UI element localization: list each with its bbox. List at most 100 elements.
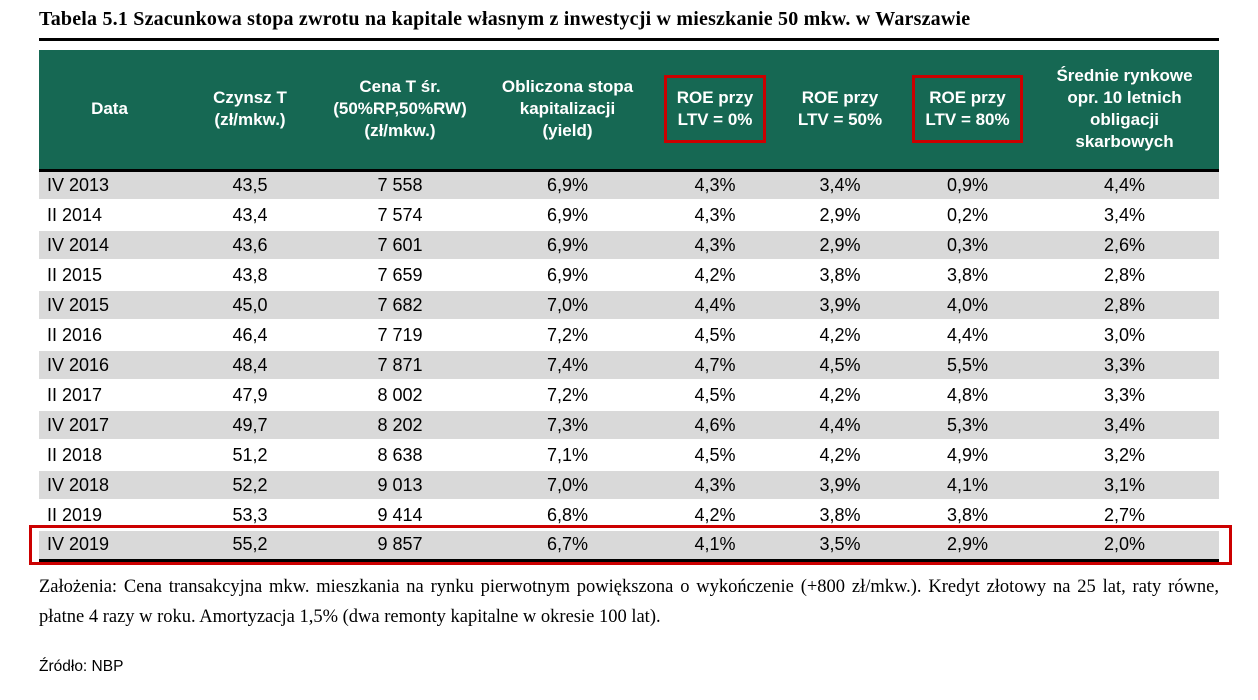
table-body: IV 2013 43,5 7 558 6,9% 4,3% 3,4% 0,9% 4,4% II 2… bbox=[39, 169, 1219, 560]
value-cell: 2,9% bbox=[775, 229, 905, 260]
value-cell: 3,8% bbox=[905, 259, 1030, 290]
value-cell: 4,6% bbox=[655, 409, 775, 440]
value-cell: 3,4% bbox=[1030, 409, 1219, 440]
value-cell: 4,2% bbox=[655, 499, 775, 530]
value-cell: 3,1% bbox=[1030, 469, 1219, 500]
value-cell: 0,9% bbox=[905, 169, 1030, 200]
column-header: ROE przy LTV = 50% bbox=[775, 50, 905, 172]
column-header-label: Data bbox=[91, 99, 128, 119]
column-header: Średnie rynkowe opr. 10 letnich obligacj… bbox=[1030, 50, 1219, 172]
value-cell: 4,2% bbox=[775, 319, 905, 350]
value-cell: 43,6 bbox=[180, 229, 320, 260]
value-cell: 7,2% bbox=[480, 379, 655, 410]
value-cell: 7 719 bbox=[320, 319, 480, 350]
value-cell: 6,9% bbox=[480, 229, 655, 260]
value-cell: 43,5 bbox=[180, 169, 320, 200]
column-header: Data bbox=[39, 50, 180, 172]
column-header: Cena T śr. (50%RP,50%RW) (zł/mkw.) bbox=[320, 50, 480, 172]
value-cell: 7 871 bbox=[320, 349, 480, 380]
value-cell: 2,0% bbox=[1030, 529, 1219, 560]
value-cell: 4,5% bbox=[775, 349, 905, 380]
column-header-label: Średnie rynkowe opr. 10 letnich obligacj… bbox=[1056, 66, 1193, 152]
value-cell: 4,0% bbox=[905, 289, 1030, 320]
column-header: Obliczona stopa kapitalizacji (yield) bbox=[480, 50, 655, 172]
table-container: Data Czynsz T (zł/mkw.) Cena T śr. (50%RP,… bbox=[29, 50, 1232, 565]
date-cell: II 2019 bbox=[39, 499, 180, 530]
value-cell: 7 682 bbox=[320, 289, 480, 320]
date-cell: IV 2018 bbox=[39, 469, 180, 500]
value-cell: 2,9% bbox=[775, 199, 905, 230]
table-row: II 2019 53,3 9 414 6,8% 4,2% 3,8% 3,8% 2,7% bbox=[39, 499, 1219, 530]
value-cell: 4,7% bbox=[655, 349, 775, 380]
table-row-highlighted: IV 2019 55,2 9 857 6,7% 4,1% 3,5% 2,9% 2,0% bbox=[39, 529, 1219, 560]
value-cell: 3,5% bbox=[775, 529, 905, 560]
value-cell: 2,8% bbox=[1030, 289, 1219, 320]
value-cell: 3,4% bbox=[1030, 199, 1219, 230]
value-cell: 4,3% bbox=[655, 229, 775, 260]
date-cell: IV 2017 bbox=[39, 409, 180, 440]
value-cell: 7,0% bbox=[480, 289, 655, 320]
value-cell: 6,9% bbox=[480, 199, 655, 230]
column-header-label: Obliczona stopa kapitalizacji (yield) bbox=[501, 77, 634, 141]
value-cell: 6,9% bbox=[480, 169, 655, 200]
value-cell: 6,9% bbox=[480, 259, 655, 290]
value-cell: 7 601 bbox=[320, 229, 480, 260]
value-cell: 9 857 bbox=[320, 529, 480, 560]
value-cell: 7,4% bbox=[480, 349, 655, 380]
table-row: II 2015 43,8 7 659 6,9% 4,2% 3,8% 3,8% 2,8% bbox=[39, 259, 1219, 290]
table-title: Tabela 5.1 Szacunkowa stopa zwrotu na ka… bbox=[39, 8, 971, 30]
title-rule bbox=[39, 38, 1219, 41]
value-cell: 4,5% bbox=[655, 319, 775, 350]
value-cell: 7,0% bbox=[480, 469, 655, 500]
date-cell: IV 2019 bbox=[39, 529, 180, 560]
value-cell: 45,0 bbox=[180, 289, 320, 320]
value-cell: 7,2% bbox=[480, 319, 655, 350]
value-cell: 2,7% bbox=[1030, 499, 1219, 530]
column-header-label-highlighted: ROE przy LTV = 0% bbox=[663, 75, 767, 144]
value-cell: 6,8% bbox=[480, 499, 655, 530]
value-cell: 4,4% bbox=[775, 409, 905, 440]
assumptions-note: Założenia: Cena transakcyjna mkw. mieszk… bbox=[39, 576, 1219, 627]
value-cell: 4,3% bbox=[655, 199, 775, 230]
value-cell: 53,3 bbox=[180, 499, 320, 530]
column-header: ROE przy LTV = 0% bbox=[655, 50, 775, 172]
value-cell: 0,3% bbox=[905, 229, 1030, 260]
value-cell: 43,8 bbox=[180, 259, 320, 290]
column-header-label: Cena T śr. (50%RP,50%RW) (zł/mkw.) bbox=[333, 77, 467, 141]
column-header: Czynsz T (zł/mkw.) bbox=[180, 50, 320, 172]
value-cell: 4,3% bbox=[655, 469, 775, 500]
data-table: Data Czynsz T (zł/mkw.) Cena T śr. (50%RP,… bbox=[39, 50, 1219, 562]
header-row: Data Czynsz T (zł/mkw.) Cena T śr. (50%RP,… bbox=[39, 50, 1219, 172]
value-cell: 46,4 bbox=[180, 319, 320, 350]
table-row: II 2017 47,9 8 002 7,2% 4,5% 4,2% 4,8% 3,3% bbox=[39, 379, 1219, 410]
value-cell: 48,4 bbox=[180, 349, 320, 380]
value-cell: 4,5% bbox=[655, 379, 775, 410]
date-cell: IV 2013 bbox=[39, 169, 180, 200]
value-cell: 9 013 bbox=[320, 469, 480, 500]
value-cell: 7 659 bbox=[320, 259, 480, 290]
value-cell: 7 558 bbox=[320, 169, 480, 200]
value-cell: 8 638 bbox=[320, 439, 480, 470]
value-cell: 2,9% bbox=[905, 529, 1030, 560]
date-cell: II 2016 bbox=[39, 319, 180, 350]
value-cell: 7,3% bbox=[480, 409, 655, 440]
value-cell: 4,4% bbox=[905, 319, 1030, 350]
table-row: IV 2014 43,6 7 601 6,9% 4,3% 2,9% 0,3% 2,6% bbox=[39, 229, 1219, 260]
value-cell: 3,2% bbox=[1030, 439, 1219, 470]
value-cell: 3,3% bbox=[1030, 379, 1219, 410]
value-cell: 3,9% bbox=[775, 469, 905, 500]
table-row: IV 2017 49,7 8 202 7,3% 4,6% 4,4% 5,3% 3,4% bbox=[39, 409, 1219, 440]
date-cell: IV 2014 bbox=[39, 229, 180, 260]
column-header-label: Czynsz T (zł/mkw.) bbox=[213, 88, 287, 130]
column-header: ROE przy LTV = 80% bbox=[905, 50, 1030, 172]
value-cell: 7 574 bbox=[320, 199, 480, 230]
value-cell: 3,9% bbox=[775, 289, 905, 320]
value-cell: 43,4 bbox=[180, 199, 320, 230]
date-cell: II 2015 bbox=[39, 259, 180, 290]
value-cell: 2,8% bbox=[1030, 259, 1219, 290]
value-cell: 4,1% bbox=[655, 529, 775, 560]
value-cell: 4,5% bbox=[655, 439, 775, 470]
table-row: IV 2018 52,2 9 013 7,0% 4,3% 3,9% 4,1% 3,1% bbox=[39, 469, 1219, 500]
value-cell: 4,2% bbox=[655, 259, 775, 290]
value-cell: 49,7 bbox=[180, 409, 320, 440]
